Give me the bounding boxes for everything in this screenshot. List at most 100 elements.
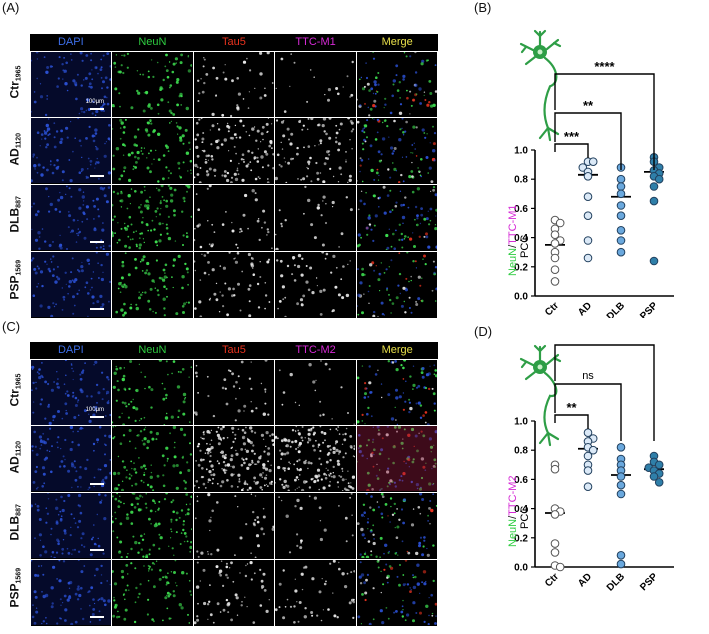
micrograph-tile — [275, 51, 356, 118]
significance-label: *** — [564, 129, 580, 144]
data-point — [616, 443, 626, 452]
row-label-name: AD — [7, 148, 22, 166]
significance-label: **** — [594, 59, 615, 74]
significance-label: ** — [583, 98, 594, 113]
data-point — [588, 445, 598, 455]
micrograph-tile — [30, 251, 112, 318]
data-point — [550, 253, 560, 263]
channel-header-bar: DAPI NeuN Tau5 TTC-M2 Merge — [30, 342, 438, 359]
svg-text:NeuN/TTC-M1: NeuN/TTC-M1 — [507, 204, 519, 276]
significance-label: ** — [566, 400, 577, 415]
micrograph-tile — [275, 359, 356, 426]
data-point — [550, 239, 560, 248]
channel-header-merge: Merge — [381, 344, 413, 356]
micrograph-tile — [356, 493, 438, 559]
y-axis-label: NeuN/TTC-M1 — [507, 204, 519, 276]
micrograph-tile — [356, 251, 438, 318]
data-point — [616, 559, 626, 569]
micrograph-tile — [356, 359, 438, 426]
row-label-name: AD — [7, 456, 22, 474]
micrograph-tile — [30, 118, 112, 184]
data-point — [616, 489, 626, 499]
panel-letter-b: (B) — [474, 0, 492, 15]
scale-bar — [89, 174, 104, 177]
micrograph-tile — [356, 118, 438, 184]
data-point — [583, 236, 593, 245]
data-point — [616, 182, 626, 191]
data-point — [616, 551, 626, 560]
micrograph-tile — [30, 559, 112, 626]
data-point — [616, 226, 626, 235]
data-point — [616, 189, 626, 199]
scale-bar — [89, 415, 104, 418]
row-label-ad: AD1120 — [7, 441, 23, 474]
micrograph-tile — [275, 251, 356, 318]
significance-bracket — [554, 344, 655, 441]
data-point — [654, 174, 664, 184]
data-point — [583, 172, 593, 181]
data-point — [649, 472, 659, 481]
micrograph-tile — [112, 51, 193, 118]
micrograph-tile — [275, 493, 356, 559]
micrograph-tile — [275, 118, 356, 184]
neuron-icon — [519, 29, 562, 142]
y-axis-sublabel: PCC — [519, 506, 531, 529]
data-point — [588, 157, 598, 166]
scale-bar — [89, 241, 104, 244]
data-point — [550, 230, 560, 239]
data-point — [616, 247, 626, 257]
y-tick-label: 1.0 — [514, 417, 528, 428]
data-point — [616, 211, 626, 220]
y-tick-label: 0.6 — [514, 475, 528, 486]
row-label-ctr: Ctr1965 — [8, 66, 23, 99]
micrograph-tile — [275, 426, 356, 492]
row-label-case-id: 1120 — [15, 441, 23, 457]
channel-header-bar: DAPI NeuN Tau5 TTC-M1 Merge — [30, 34, 438, 51]
row-label-case-id: 887 — [15, 504, 23, 516]
svg-text:NeuN/TTC-M2: NeuN/TTC-M2 — [507, 475, 519, 547]
data-point — [583, 482, 593, 491]
micrograph-tile — [193, 493, 275, 559]
micrograph-tile — [112, 251, 193, 318]
micrograph-tile — [30, 493, 112, 559]
significance-label: ns — [582, 370, 594, 382]
channel-header-dapi: DAPI — [57, 36, 84, 48]
data-point — [654, 460, 664, 470]
micrograph-tile — [30, 51, 112, 118]
significance-bracket — [554, 383, 622, 441]
x-tick-label: Ctr — [543, 300, 561, 318]
y-axis-label: NeuN/TTC-M2 — [507, 475, 519, 547]
panel-letter-a: (A) — [2, 0, 20, 15]
row-label-case-id: 1569 — [15, 567, 23, 584]
y-axis-sublabel: PCC — [519, 235, 531, 258]
y-tick-label: 0.8 — [514, 175, 528, 186]
channel-header-dapi: DAPI — [57, 344, 84, 356]
micrograph-tile — [30, 426, 112, 492]
data-point — [649, 196, 659, 206]
y-tick-label: 0.4 — [514, 504, 528, 515]
micrograph-tile — [112, 426, 193, 492]
x-tick-label: DLB — [605, 300, 627, 318]
scale-bar — [89, 616, 104, 618]
channel-header-ttc-m2: TTC-M2 — [295, 344, 336, 356]
micrograph-tile — [112, 559, 193, 626]
data-point — [583, 451, 593, 461]
scale-bar-label: 100μm — [85, 98, 105, 105]
y-tick-label: 0.2 — [514, 533, 528, 544]
row-label-name: PSP — [7, 583, 22, 608]
neuron-icon — [519, 344, 562, 447]
channel-header-neun: NeuN — [138, 36, 167, 48]
y-tick-label: 1.0 — [514, 146, 528, 157]
row-label-ctr: Ctr1965 — [8, 374, 23, 407]
row-label-case-id: 1120 — [15, 133, 23, 149]
row-label-psp: PSP1569 — [8, 260, 23, 300]
data-point — [583, 466, 593, 475]
micrograph-tile — [112, 493, 193, 559]
micrograph-tile — [112, 359, 193, 426]
data-point — [583, 192, 593, 201]
data-point — [550, 548, 560, 557]
micrograph-tile — [193, 185, 275, 251]
y-tick-label: 0.8 — [514, 446, 528, 457]
x-tick-label: AD — [576, 300, 594, 318]
row-label-ad: AD1120 — [7, 133, 23, 166]
